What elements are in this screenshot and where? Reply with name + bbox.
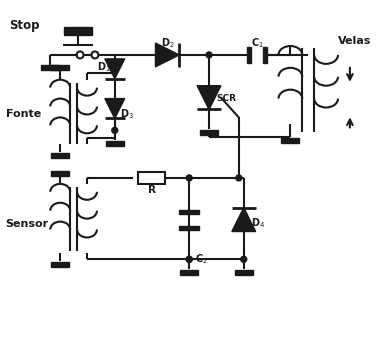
Polygon shape <box>105 98 125 118</box>
Text: Stop: Stop <box>9 19 39 32</box>
Bar <box>41 65 59 70</box>
Circle shape <box>186 256 192 262</box>
Bar <box>180 270 198 275</box>
Bar <box>235 270 253 275</box>
Circle shape <box>241 256 247 262</box>
Bar <box>51 262 69 267</box>
Bar <box>179 226 199 229</box>
Polygon shape <box>155 43 179 67</box>
Text: D$_4$: D$_4$ <box>251 217 265 231</box>
Bar <box>200 130 218 135</box>
Circle shape <box>112 127 118 133</box>
Text: D$_3$: D$_3$ <box>120 107 134 121</box>
Bar <box>282 138 299 143</box>
Bar <box>106 141 124 146</box>
Circle shape <box>236 175 242 181</box>
Bar <box>51 65 69 70</box>
Text: Sensor: Sensor <box>6 219 49 228</box>
Text: D$_2$: D$_2$ <box>162 36 175 50</box>
Bar <box>138 172 165 184</box>
Circle shape <box>186 175 192 181</box>
Polygon shape <box>232 208 256 232</box>
Bar <box>263 47 266 63</box>
Text: Fonte: Fonte <box>6 109 41 119</box>
Bar <box>51 153 69 158</box>
Circle shape <box>206 52 212 58</box>
Bar <box>51 171 69 176</box>
Polygon shape <box>105 59 125 79</box>
Polygon shape <box>197 86 221 109</box>
Text: C$_1$: C$_1$ <box>251 36 264 50</box>
Bar <box>247 47 251 63</box>
Bar <box>179 210 199 214</box>
Text: Velas: Velas <box>338 36 371 46</box>
Text: SCR: SCR <box>216 94 236 103</box>
Text: R: R <box>147 185 155 195</box>
Text: D$_1$: D$_1$ <box>97 60 111 74</box>
Circle shape <box>186 256 192 262</box>
Bar <box>64 27 92 35</box>
Text: C$_2$: C$_2$ <box>195 252 208 266</box>
